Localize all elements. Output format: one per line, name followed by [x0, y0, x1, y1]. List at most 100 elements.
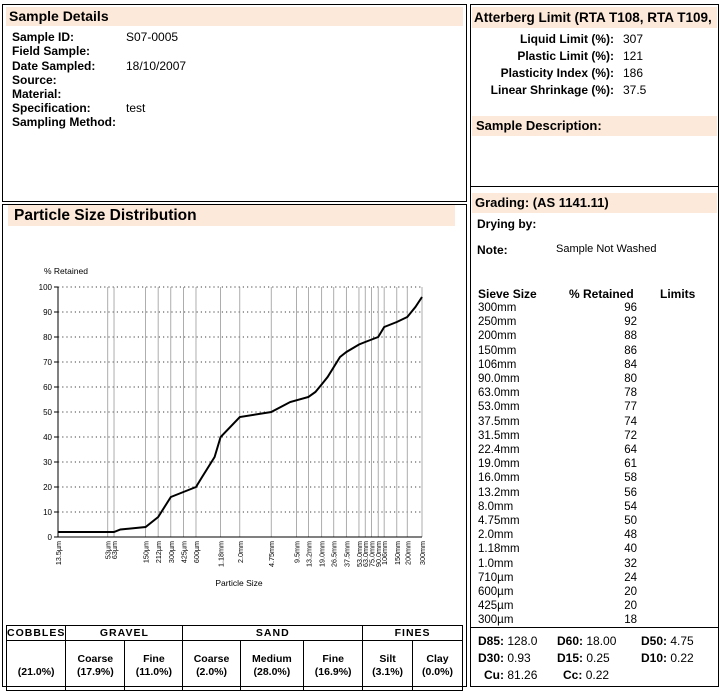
psd-header: Particle Size Distribution — [8, 205, 455, 226]
cc-value: 0.22 — [585, 668, 610, 682]
sieve-size: 63.0mm — [478, 387, 520, 400]
sieve-size: 300µm — [478, 614, 514, 627]
sieve-size: 31.5mm — [478, 429, 520, 442]
classification-value: (3.1%) — [372, 666, 404, 678]
d15-stat: D15: 0.25 — [557, 651, 610, 665]
sieve-size: 710µm — [478, 571, 514, 584]
sieve-row: 300mm 96 — [478, 302, 640, 316]
classification-value: (11.0%) — [135, 666, 172, 678]
sieve-size: 150mm — [478, 344, 517, 357]
sample-details-header: Sample Details — [6, 7, 463, 26]
sieve-row: 19.0mm 61 — [478, 458, 640, 472]
liquid-limit-label: Liquid Limit (%): — [520, 32, 614, 46]
sieve-retained: 80 — [624, 373, 637, 385]
sieve-size: 22.4mm — [478, 444, 520, 456]
sieve-row: 22.4mm 64 — [478, 444, 640, 458]
sieve-row: 150mm 86 — [478, 345, 640, 359]
linear-shrinkage-label: Linear Shrinkage (%): — [490, 83, 614, 97]
x-tick-label: 9.5mm — [292, 541, 301, 563]
sieve-size: 200mm — [478, 330, 517, 343]
sieve-row: 425µm 20 — [478, 600, 640, 614]
fines-header: FINES — [362, 625, 463, 641]
plastic-limit-label: Plastic Limit (%): — [517, 49, 614, 63]
plasticity-index-label: Plasticity Index (%): — [500, 66, 614, 80]
d60-value: 18.00 — [586, 634, 617, 648]
classification-value: (28.0%) — [253, 666, 291, 678]
psd-panel — [2, 204, 467, 687]
sieve-row: 600µm 20 — [478, 586, 640, 600]
x-tick-label: 150mm — [393, 541, 402, 565]
sieve-retained: 32 — [624, 557, 637, 570]
sieve-retained: 77 — [624, 401, 637, 414]
x-tick-label: 26.5mm — [330, 541, 339, 567]
x-tick-label: 75.0mm — [368, 541, 377, 567]
classification-label: Coarse — [193, 653, 230, 665]
d30-value: 0.93 — [507, 651, 531, 665]
sieve-size: 37.5mm — [478, 415, 520, 428]
x-tick-label: 1.18mm — [217, 541, 226, 567]
liquid-limit-value: 307 — [623, 32, 644, 46]
sieve-row: 4.75mm 50 — [478, 515, 640, 529]
y-tick-label: 90 — [43, 308, 52, 317]
specification-label: Specification: — [12, 101, 91, 115]
sieve-row: 13.2mm 56 — [478, 487, 640, 501]
classification-value: (21.0%) — [17, 666, 55, 678]
sieve-retained: 92 — [624, 316, 637, 329]
sieve-row: 1.18mm 40 — [478, 543, 640, 557]
sieve-retained: 18 — [624, 614, 637, 627]
y-tick-label: 80 — [43, 333, 52, 342]
linear-shrinkage-value: 37.5 — [623, 83, 647, 97]
sieve-size: 19.0mm — [478, 458, 520, 471]
classification-value: (17.9%) — [76, 666, 114, 678]
classification-cell: Silt (3.1%) — [362, 640, 414, 691]
sieve-size: 13.2mm — [478, 486, 520, 499]
divider — [470, 186, 719, 187]
limits-col-header: Limits — [660, 287, 696, 301]
classification-label: Fine — [143, 653, 165, 665]
sieve-size: 600µm — [478, 586, 514, 598]
x-tick-label: 300mm — [418, 541, 427, 565]
sieve-row: 31.5mm 72 — [478, 430, 640, 444]
x-tick-label: 37.5mm — [342, 541, 351, 567]
x-tick-label: 19.0mm — [318, 541, 327, 567]
classification-cell: Clay (0.0%) — [412, 640, 463, 691]
x-tick-label: 53µm — [104, 541, 113, 559]
psd-curve-line — [58, 296, 423, 533]
date-sampled-label: Date Sampled: — [12, 59, 96, 73]
classification-cell: Coarse (17.9%) — [65, 640, 126, 691]
sieve-retained: 74 — [624, 415, 637, 428]
sand-header: SAND — [182, 625, 364, 641]
classification-label: Clay — [426, 653, 449, 665]
x-tick-label: 106mm — [380, 541, 389, 565]
sample-details-panel — [2, 4, 467, 202]
sieve-retained: 56 — [624, 486, 637, 499]
sieve-row: 710µm 24 — [478, 572, 640, 586]
y-tick-label: 40 — [43, 433, 52, 442]
sieve-size: 4.75mm — [478, 515, 520, 527]
sieve-retained: 72 — [624, 429, 637, 442]
classification-label — [7, 653, 65, 666]
sieve-size: 8.0mm — [478, 500, 514, 513]
x-tick-label: 200mm — [403, 541, 412, 565]
x-tick-label: 150µm — [142, 541, 151, 563]
cu-value: 81.26 — [507, 668, 538, 682]
x-tick-label: 425µm — [179, 541, 188, 563]
source-label: Source: — [12, 73, 57, 87]
classification-label: Fine — [322, 653, 344, 665]
sieve-row: 8.0mm 54 — [478, 501, 640, 515]
y-tick-label: 10 — [43, 508, 52, 517]
stats-divider — [470, 627, 719, 628]
sieve-row: 300µm 18 — [478, 614, 640, 628]
y-tick-label: 70 — [43, 358, 52, 367]
classification-cell: Coarse (2.0%) — [182, 640, 241, 691]
sieve-retained: 50 — [624, 515, 637, 527]
y-tick-label: 100 — [39, 283, 53, 292]
sieve-row: 200mm 88 — [478, 330, 640, 344]
atterberg-header: Atterberg Limit (RTA T108, RTA T109, — [472, 7, 717, 28]
specification-value: test — [126, 101, 146, 115]
sieve-retained: 64 — [624, 444, 637, 456]
cobbles-header: COBBLES — [5, 625, 67, 641]
d85-stat: D85: 128.0 — [478, 634, 538, 648]
sieve-size: 90.0mm — [478, 373, 520, 385]
